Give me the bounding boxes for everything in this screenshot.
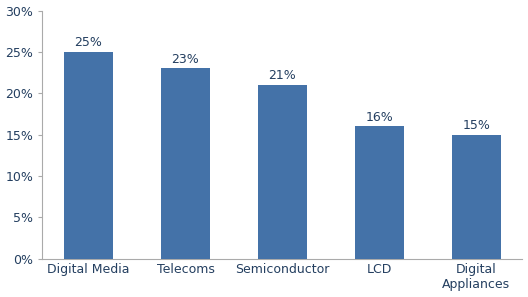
Text: 16%: 16% — [365, 111, 393, 124]
Text: 15%: 15% — [463, 119, 491, 132]
Bar — [258, 85, 307, 259]
Bar — [161, 68, 210, 259]
Text: 21%: 21% — [269, 69, 296, 83]
Bar — [452, 135, 501, 259]
Bar — [64, 52, 113, 259]
Text: 25%: 25% — [74, 37, 102, 49]
Bar — [355, 126, 404, 259]
Text: 23%: 23% — [172, 53, 200, 66]
